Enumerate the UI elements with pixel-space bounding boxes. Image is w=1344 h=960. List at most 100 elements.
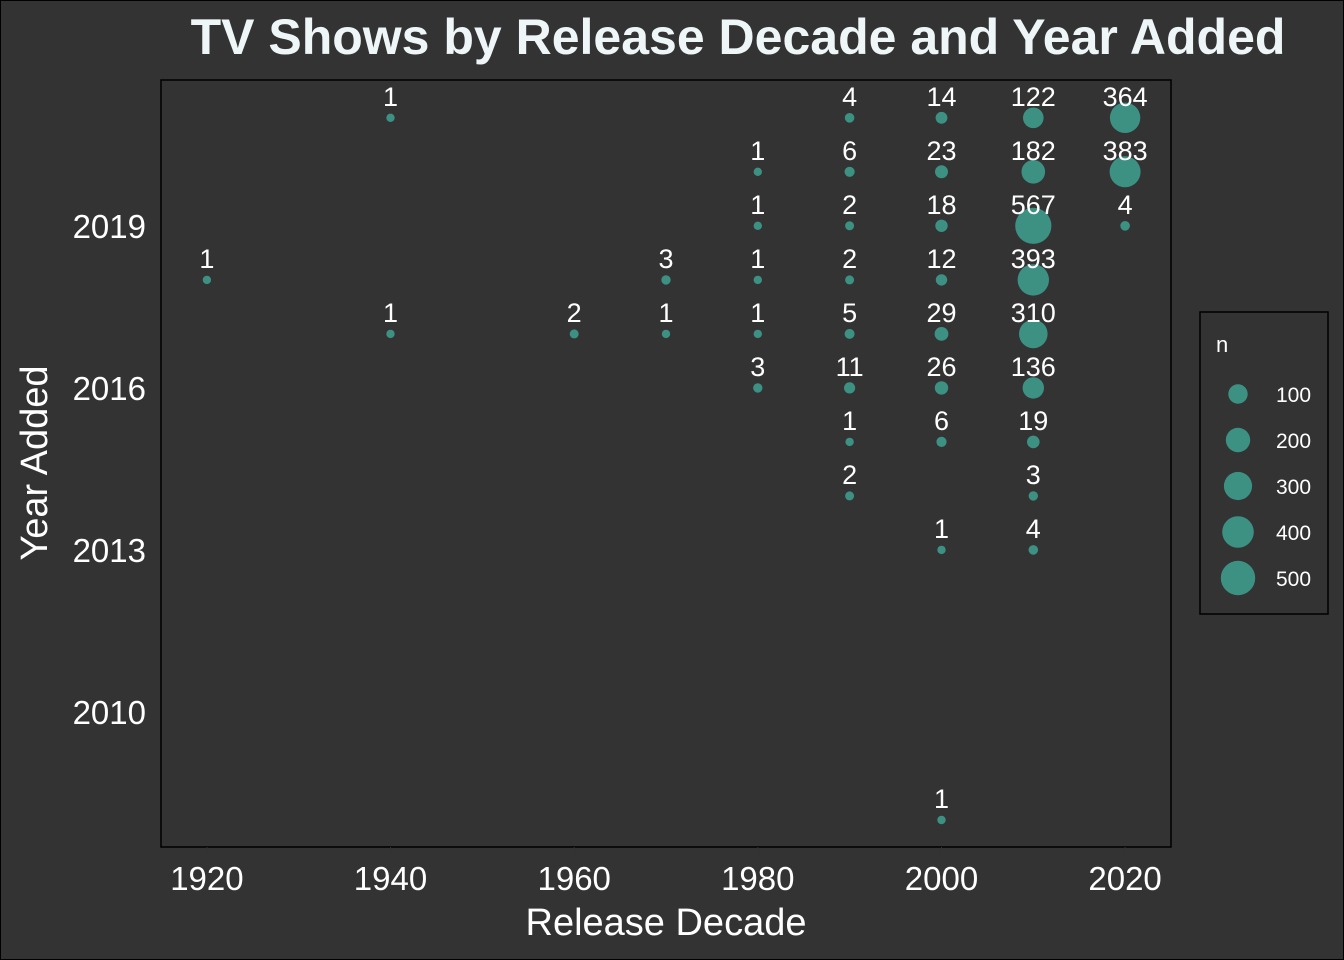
x-tick-label: 2000	[905, 860, 978, 897]
data-point	[934, 327, 949, 341]
data-label: 19	[1018, 406, 1048, 436]
legend-key	[1220, 560, 1256, 596]
data-point	[844, 328, 855, 339]
data-label: 6	[842, 136, 857, 166]
data-point	[1120, 221, 1130, 231]
legend-entries: 100 200 300 400 500	[1220, 384, 1311, 596]
data-point	[1022, 377, 1044, 399]
data-label: 6	[934, 406, 949, 436]
data-label: 383	[1103, 136, 1148, 166]
data-point	[569, 329, 579, 339]
point-labels-layer: 111 2311111346225111214231812292661112218…	[199, 82, 1147, 814]
data-label: 23	[926, 136, 956, 166]
y-tick-label: 2013	[73, 532, 146, 569]
data-point	[1021, 160, 1046, 184]
data-label: 3	[750, 352, 765, 382]
data-point	[386, 329, 395, 339]
data-label: 1	[750, 190, 765, 220]
legend-title: n	[1216, 332, 1228, 357]
data-point	[937, 545, 946, 555]
data-label: 2	[842, 244, 857, 274]
legend-key	[1222, 516, 1254, 548]
x-tick-label: 2020	[1088, 860, 1161, 897]
data-point	[845, 491, 855, 501]
data-point	[753, 167, 762, 176]
data-label: 4	[1026, 514, 1041, 544]
data-label: 14	[926, 82, 956, 112]
data-point	[1109, 102, 1141, 133]
data-point	[844, 113, 855, 123]
data-label: 567	[1011, 190, 1056, 220]
data-point	[202, 275, 212, 285]
legend-label: 500	[1276, 568, 1311, 591]
y-axis-label: Year Added	[14, 365, 56, 560]
data-label: 11	[836, 352, 864, 382]
data-label: 4	[842, 82, 857, 112]
data-label: 1	[934, 784, 949, 814]
data-point	[753, 329, 762, 339]
x-axis-ticks: 1920 1940 1960 1980 2000 2020	[170, 847, 1162, 897]
data-label: 2	[842, 190, 857, 220]
legend-key	[1228, 384, 1248, 404]
data-label: 182	[1011, 136, 1056, 166]
data-label: 1	[383, 82, 398, 112]
data-label: 1	[750, 244, 765, 274]
data-label: 29	[926, 298, 956, 328]
data-point	[937, 815, 946, 825]
points-layer	[202, 102, 1141, 825]
data-point	[935, 219, 948, 232]
data-point	[844, 382, 856, 394]
x-tick-label: 1940	[354, 860, 427, 897]
data-point	[1019, 319, 1048, 349]
data-label: 3	[1026, 460, 1041, 490]
x-tick-label: 1960	[537, 860, 610, 897]
size-legend: n 100 200 300 400 500	[1199, 311, 1329, 615]
data-label: 1	[383, 298, 398, 328]
data-point	[753, 383, 763, 393]
x-axis-label: Release Decade	[526, 902, 807, 944]
data-label: 310	[1011, 298, 1056, 328]
data-point	[934, 381, 949, 395]
data-label: 136	[1011, 352, 1056, 382]
data-point	[845, 437, 854, 447]
data-point	[845, 275, 855, 285]
data-label: 1	[658, 298, 673, 328]
x-tick-label: 1920	[170, 860, 243, 897]
data-point	[935, 165, 948, 179]
data-label: 393	[1011, 244, 1056, 274]
data-label: 2	[842, 460, 857, 490]
data-point	[1028, 491, 1039, 501]
legend-label: 300	[1276, 476, 1311, 499]
data-point	[753, 275, 762, 285]
data-label: 1	[934, 514, 949, 544]
data-point	[1017, 264, 1049, 296]
y-tick-label: 2019	[73, 208, 146, 245]
legend-label: 400	[1276, 522, 1311, 545]
data-label: 3	[658, 244, 673, 274]
data-point	[1015, 207, 1052, 244]
data-label: 4	[1118, 190, 1133, 220]
data-label: 1	[842, 406, 857, 436]
y-tick-label: 2016	[73, 370, 146, 407]
data-label: 12	[926, 244, 956, 274]
legend-label: 200	[1276, 430, 1311, 453]
data-point	[845, 221, 855, 231]
data-point	[661, 329, 671, 339]
x-tick-label: 1980	[721, 860, 794, 897]
legend-key	[1223, 471, 1253, 501]
data-label: 1	[199, 244, 214, 274]
data-label: 2	[567, 298, 582, 328]
data-label: 1	[750, 298, 765, 328]
data-point	[844, 166, 855, 177]
data-label: 122	[1011, 82, 1056, 112]
y-axis-ticks: 2010 2013 2016 2019	[73, 208, 146, 731]
plot-panel	[160, 79, 1172, 848]
data-point	[935, 274, 948, 286]
y-tick-label: 2010	[73, 694, 146, 731]
data-point	[1023, 107, 1044, 129]
data-point	[1028, 545, 1039, 555]
legend-label: 100	[1276, 384, 1311, 407]
chart-title: TV Shows by Release Decade and Year Adde…	[191, 9, 1286, 65]
data-label: 26	[926, 352, 956, 382]
data-point	[753, 221, 762, 230]
